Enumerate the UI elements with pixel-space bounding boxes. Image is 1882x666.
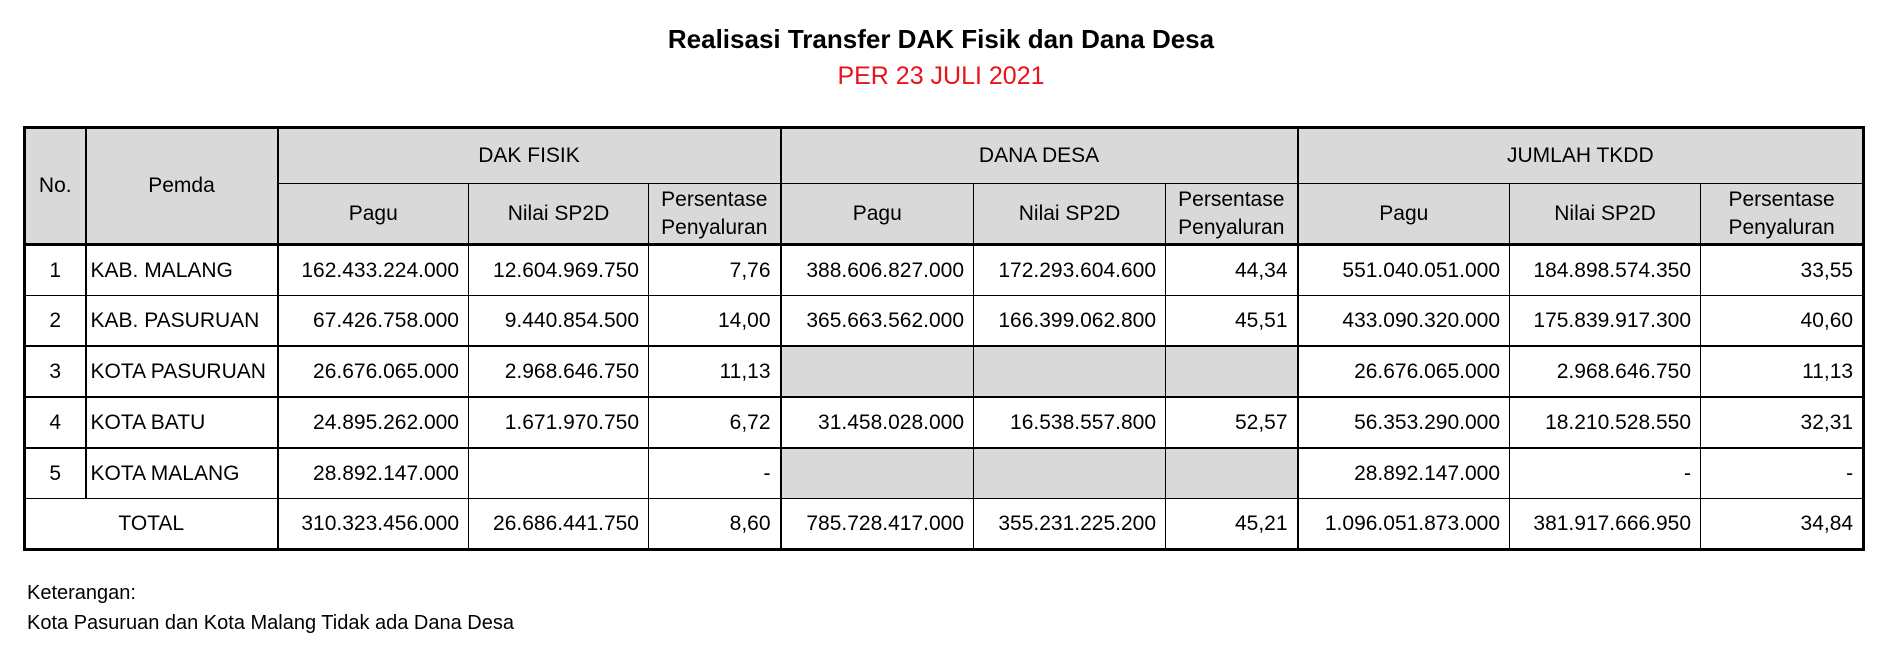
- header-no: No.: [24, 127, 87, 245]
- header-dd-pagu: Pagu: [779, 183, 975, 245]
- header-persen-line2: Penyaluran: [1178, 215, 1285, 239]
- cell-tkdd-persen: 33,55: [1700, 244, 1865, 296]
- cell-dd-nilai: [973, 345, 1167, 398]
- cell-pemda: KOTA PASURUAN: [85, 345, 278, 398]
- total-tkdd-nilai: 381.917.666.950: [1509, 498, 1702, 550]
- notes-heading: Keterangan:: [27, 582, 136, 604]
- header-persen-line1: Persentase: [1178, 187, 1285, 211]
- header-group-jumlah-tkdd: JUMLAH TKDD: [1296, 127, 1865, 184]
- header-persen-line1: Persentase: [1728, 187, 1835, 211]
- header-dak-persen: Persentase Penyaluran: [647, 183, 782, 245]
- header-dd-persen: Persentase Penyaluran: [1165, 183, 1299, 245]
- header-tkdd-nilai: Nilai SP2D: [1509, 183, 1702, 245]
- cell-tkdd-persen: -: [1700, 447, 1865, 499]
- cell-dd-nilai: 16.538.557.800: [973, 396, 1167, 449]
- header-persen-line1: Persentase: [661, 187, 768, 211]
- header-dak-nilai: Nilai SP2D: [468, 183, 649, 245]
- table-row: 4 KOTA BATU 24.895.262.000 1.671.970.750…: [24, 396, 1865, 449]
- cell-tkdd-pagu: 56.353.290.000: [1296, 396, 1511, 449]
- cell-dak-persen: 6,72: [647, 396, 782, 449]
- total-label: TOTAL: [24, 498, 278, 550]
- cell-dd-persen: 45,51: [1165, 295, 1299, 347]
- cell-no: 3: [24, 345, 87, 398]
- header-tkdd-persen: Persentase Penyaluran: [1700, 183, 1865, 245]
- cell-dd-pagu: 388.606.827.000: [779, 244, 975, 296]
- total-dd-pagu: 785.728.417.000: [779, 498, 975, 550]
- cell-tkdd-nilai: 184.898.574.350: [1509, 244, 1702, 296]
- total-dak-pagu: 310.323.456.000: [276, 498, 469, 550]
- cell-dak-nilai: 2.968.646.750: [468, 345, 649, 398]
- cell-no: 4: [24, 396, 87, 449]
- header-pemda: Pemda: [85, 127, 278, 245]
- cell-tkdd-pagu: 26.676.065.000: [1296, 345, 1511, 398]
- header-persen-line2: Penyaluran: [1728, 215, 1835, 239]
- cell-dd-pagu: [779, 447, 975, 499]
- cell-tkdd-nilai: -: [1509, 447, 1702, 499]
- cell-tkdd-persen: 11,13: [1700, 345, 1865, 398]
- cell-pemda: KAB. MALANG: [85, 244, 278, 296]
- total-tkdd-persen: 34,84: [1700, 498, 1865, 550]
- transfer-table: No. Pemda DAK FISIK DANA DESA JUMLAH TKD…: [23, 126, 1866, 551]
- cell-dak-pagu: 24.895.262.000: [276, 396, 469, 449]
- total-dak-nilai: 26.686.441.750: [468, 498, 649, 550]
- table-row: 3 KOTA PASURUAN 26.676.065.000 2.968.646…: [24, 345, 1865, 398]
- header-dak-pagu: Pagu: [276, 183, 469, 245]
- cell-dd-nilai: 166.399.062.800: [973, 295, 1167, 347]
- cell-dak-nilai: 1.671.970.750: [468, 396, 649, 449]
- cell-dak-persen: -: [647, 447, 782, 499]
- cell-dak-pagu: 67.426.758.000: [276, 295, 469, 347]
- cell-dd-pagu: [779, 345, 975, 398]
- cell-dak-pagu: 26.676.065.000: [276, 345, 469, 398]
- cell-dd-nilai: 172.293.604.600: [973, 244, 1167, 296]
- cell-pemda: KOTA BATU: [85, 396, 278, 449]
- total-tkdd-pagu: 1.096.051.873.000: [1296, 498, 1511, 550]
- cell-pemda: KOTA MALANG: [85, 447, 278, 499]
- cell-tkdd-persen: 40,60: [1700, 295, 1865, 347]
- cell-tkdd-persen: 32,31: [1700, 396, 1865, 449]
- table-row: 1 KAB. MALANG 162.433.224.000 12.604.969…: [24, 244, 1865, 296]
- cell-dd-persen: [1165, 345, 1299, 398]
- cell-tkdd-nilai: 2.968.646.750: [1509, 345, 1702, 398]
- cell-dd-persen: 44,34: [1165, 244, 1299, 296]
- header-group-dana-desa: DANA DESA: [779, 127, 1299, 184]
- cell-tkdd-nilai: 175.839.917.300: [1509, 295, 1702, 347]
- notes: Keterangan: Kota Pasuruan dan Kota Malan…: [27, 578, 514, 638]
- total-dd-persen: 45,21: [1165, 498, 1299, 550]
- header-group-dak-fisik: DAK FISIK: [276, 127, 782, 184]
- cell-no: 1: [24, 244, 87, 296]
- cell-tkdd-pagu: 28.892.147.000: [1296, 447, 1511, 499]
- cell-dd-persen: 52,57: [1165, 396, 1299, 449]
- cell-dak-nilai: [468, 447, 649, 499]
- cell-dd-pagu: 31.458.028.000: [779, 396, 975, 449]
- cell-pemda: KAB. PASURUAN: [85, 295, 278, 347]
- header-dd-nilai: Nilai SP2D: [973, 183, 1167, 245]
- cell-tkdd-pagu: 433.090.320.000: [1296, 295, 1511, 347]
- total-row: TOTAL 310.323.456.000 26.686.441.750 8,6…: [24, 498, 1865, 550]
- cell-dd-nilai: [973, 447, 1167, 499]
- page-title: Realisasi Transfer DAK Fisik dan Dana De…: [667, 24, 1215, 54]
- cell-tkdd-nilai: 18.210.528.550: [1509, 396, 1702, 449]
- cell-no: 5: [24, 447, 87, 499]
- total-dak-persen: 8,60: [647, 498, 782, 550]
- cell-dak-pagu: 162.433.224.000: [276, 244, 469, 296]
- cell-dak-nilai: 9.440.854.500: [468, 295, 649, 347]
- cell-dak-persen: 14,00: [647, 295, 782, 347]
- cell-dak-pagu: 28.892.147.000: [276, 447, 469, 499]
- cell-dak-persen: 7,76: [647, 244, 782, 296]
- notes-text: Kota Pasuruan dan Kota Malang Tidak ada …: [27, 612, 514, 634]
- cell-tkdd-pagu: 551.040.051.000: [1296, 244, 1511, 296]
- header-tkdd-pagu: Pagu: [1296, 183, 1511, 245]
- total-dd-nilai: 355.231.225.200: [973, 498, 1167, 550]
- header-persen-line2: Penyaluran: [661, 215, 768, 239]
- table-header: No. Pemda DAK FISIK DANA DESA JUMLAH TKD…: [24, 127, 1865, 245]
- cell-dak-persen: 11,13: [647, 345, 782, 398]
- cell-dd-pagu: 365.663.562.000: [779, 295, 975, 347]
- table-row: 2 KAB. PASURUAN 67.426.758.000 9.440.854…: [24, 295, 1865, 347]
- page-subtitle: PER 23 JULI 2021: [837, 62, 1045, 90]
- cell-dd-persen: [1165, 447, 1299, 499]
- cell-no: 2: [24, 295, 87, 347]
- cell-dak-nilai: 12.604.969.750: [468, 244, 649, 296]
- table-row: 5 KOTA MALANG 28.892.147.000 - 28.892.14…: [24, 447, 1865, 499]
